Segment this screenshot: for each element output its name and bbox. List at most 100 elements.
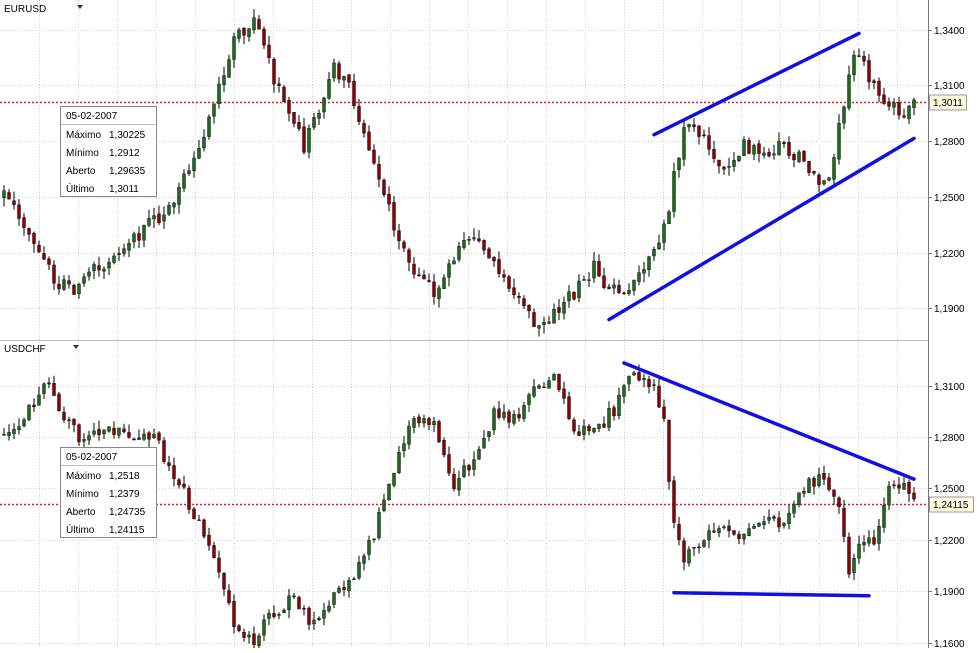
candle-body (482, 438, 486, 449)
candle-body (82, 276, 86, 284)
candle-body (567, 291, 571, 302)
candle-body (252, 633, 256, 645)
trendline[interactable] (622, 361, 916, 481)
candlestick (372, 144, 376, 166)
candlestick (192, 151, 196, 178)
candle-body (657, 242, 661, 250)
candle-body (687, 549, 691, 564)
candle-body (617, 394, 621, 416)
trendline[interactable] (607, 136, 916, 322)
symbol-selector-usdchf[interactable]: USDCHF (4, 344, 79, 355)
candlestick (477, 230, 481, 243)
candle-body (867, 537, 871, 544)
candle-body (617, 285, 621, 293)
candlestick (587, 272, 591, 288)
candlestick (422, 414, 426, 428)
candlestick (327, 71, 331, 100)
candle-body (672, 480, 676, 523)
candle-body (92, 264, 96, 272)
candlestick (627, 283, 631, 296)
candlestick (572, 417, 576, 435)
candlestick (22, 213, 26, 236)
candlestick (247, 630, 251, 644)
candlestick (107, 426, 111, 433)
candle-body (542, 386, 546, 389)
candle-body (862, 542, 866, 546)
candlestick (807, 477, 811, 494)
candle-body (737, 533, 741, 539)
candle-body (282, 86, 286, 102)
info-box: 05-02-2007 Máximo 1,2518 Mínimo 1,2379 A… (60, 447, 157, 538)
candle-body (597, 423, 601, 429)
candle-body (307, 128, 311, 153)
candle-body (652, 249, 656, 257)
candle-body (77, 424, 81, 443)
candle-body (897, 102, 901, 116)
candlestick (892, 98, 896, 116)
candle-body (422, 418, 426, 424)
candle-body (212, 545, 216, 558)
candle-body (767, 516, 771, 521)
candle-body (517, 414, 521, 419)
candlestick (647, 255, 651, 277)
candlestick (697, 124, 701, 145)
candlestick (307, 606, 311, 631)
trendline[interactable] (672, 591, 871, 598)
candle-body (102, 429, 106, 435)
candlestick (447, 446, 451, 476)
candle-body (407, 249, 411, 263)
candlestick (587, 423, 591, 436)
candle-body (802, 151, 806, 162)
candle-body (467, 465, 471, 471)
candlestick (312, 112, 316, 130)
candlestick (442, 274, 446, 290)
symbol-selector-eurusd[interactable]: EURUSD (4, 4, 83, 15)
candle-body (652, 384, 656, 386)
candlestick (502, 404, 506, 421)
candle-body (792, 503, 796, 514)
candlestick (252, 626, 256, 652)
candle-body (2, 433, 6, 436)
candlestick (687, 123, 691, 132)
trendlines[interactable] (607, 31, 916, 598)
candlestick (837, 114, 841, 165)
candlestick (127, 238, 131, 258)
candlestick (342, 580, 346, 597)
tick-labels: 1,3400 1,3100 1,2800 1,2500 1,2200 1,1900 1,30… (928, 26, 974, 650)
candlestick (522, 401, 526, 422)
candle-body (372, 538, 376, 540)
info-box-label: Aberto (66, 166, 96, 177)
candlestick (432, 416, 436, 433)
candlestick (337, 60, 341, 84)
candle-body (627, 289, 631, 294)
candlestick (102, 266, 106, 279)
last-price-label: 1,3011 (933, 98, 963, 109)
candle-body (397, 230, 401, 242)
candle-body (227, 59, 231, 78)
candle-body (132, 438, 136, 441)
info-box-value: 1,30225 (109, 130, 146, 141)
candle-body (867, 60, 871, 83)
candlestick (207, 114, 211, 140)
candlestick (97, 420, 101, 441)
candle-body (502, 274, 506, 278)
trendline[interactable] (652, 31, 861, 137)
candlestick (872, 79, 876, 90)
candle-body (17, 426, 21, 430)
candlestick (832, 489, 836, 505)
candlestick (792, 500, 796, 519)
candlestick (352, 576, 356, 581)
candle-body (662, 406, 666, 419)
candle-body (677, 157, 681, 170)
candle-body (672, 171, 676, 212)
candle-body (727, 525, 731, 531)
info-box-label: Último (66, 523, 95, 536)
candlestick (62, 275, 66, 291)
candlestick (757, 140, 761, 163)
candle-body (562, 388, 566, 399)
candlestick (477, 445, 481, 460)
candle-body (582, 425, 586, 435)
candle-body (692, 124, 696, 128)
candle-body (72, 418, 76, 426)
candlestick (317, 109, 321, 125)
